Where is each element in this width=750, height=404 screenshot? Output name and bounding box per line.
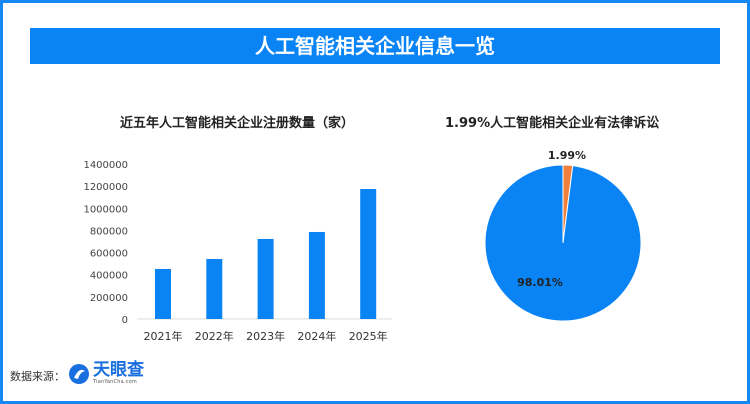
pie-chart-title: 1.99%人工智能相关企业有法律诉讼 bbox=[445, 116, 660, 131]
y-tick-label: 0 bbox=[122, 315, 128, 326]
pie-label: 98.01% bbox=[517, 276, 563, 289]
y-tick-label: 1000000 bbox=[83, 204, 128, 215]
bar-2025年 bbox=[360, 189, 377, 319]
pie-label: 1.99% bbox=[548, 149, 586, 162]
x-tick-label: 2021年 bbox=[144, 329, 183, 343]
tianyancha-logo: 天眼查 TianYanCha.com bbox=[68, 362, 144, 385]
y-tick-label: 800000 bbox=[90, 226, 128, 237]
x-tick-label: 2023年 bbox=[246, 329, 285, 343]
bar-2021年 bbox=[155, 268, 171, 319]
x-tick-label: 2025年 bbox=[349, 329, 388, 343]
bar-2023年 bbox=[257, 238, 274, 319]
y-tick-label: 600000 bbox=[90, 249, 128, 260]
source-label: 数据来源： bbox=[10, 370, 65, 383]
bar-2022年 bbox=[206, 258, 223, 319]
x-tick-label: 2022年 bbox=[195, 329, 234, 343]
logo-subtext: TianYanCha.com bbox=[93, 379, 137, 385]
logo-icon bbox=[69, 363, 89, 384]
logo-text: 天眼查 bbox=[93, 360, 144, 380]
bar-chart-title: 近五年人工智能相关企业注册数量（家） bbox=[120, 116, 355, 131]
page-title: 人工智能相关企业信息一览 bbox=[30, 28, 720, 64]
y-tick-label: 200000 bbox=[90, 293, 128, 304]
y-tick-label: 400000 bbox=[90, 271, 128, 282]
y-tick-label: 1200000 bbox=[83, 182, 128, 193]
bar-2024年 bbox=[308, 231, 325, 319]
logo-words: 天眼查 TianYanCha.com bbox=[93, 362, 144, 385]
x-tick-label: 2024年 bbox=[297, 329, 336, 343]
y-tick-label: 1400000 bbox=[83, 160, 128, 171]
pie-slice bbox=[484, 164, 642, 322]
